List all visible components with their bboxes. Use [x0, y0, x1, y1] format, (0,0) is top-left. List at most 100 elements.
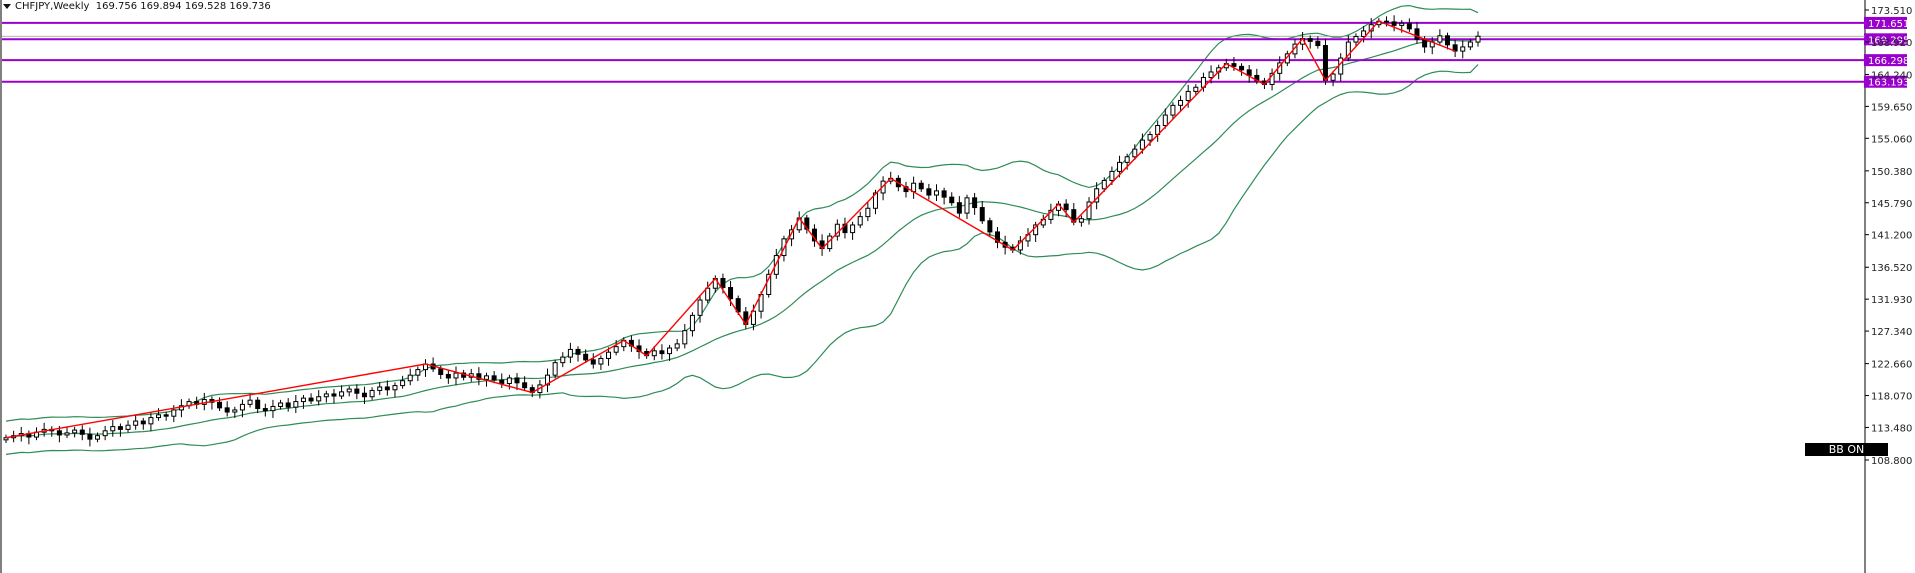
candle-body [331, 393, 337, 397]
candle-body [171, 409, 177, 417]
y-tick-label: 141.200 [1871, 231, 1912, 242]
candle-body [239, 403, 245, 411]
candle-body [1391, 21, 1397, 26]
candle-body [659, 350, 665, 355]
bb-middle-band [5, 38, 1479, 439]
y-tick-label: 150.380 [1871, 167, 1912, 178]
candle-body [354, 388, 360, 394]
candle-body [323, 393, 329, 398]
ohlc-values: 169.756 169.894 169.528 169.736 [95, 1, 271, 12]
candle-body [1338, 57, 1344, 75]
horizontal-level-label: 166.298 [1868, 56, 1909, 67]
candle-body [300, 397, 306, 403]
candle-body [514, 377, 520, 384]
candle-body [667, 347, 673, 355]
candle-body [552, 362, 558, 376]
candle-body [476, 373, 482, 380]
collapse-triangle-icon[interactable] [3, 3, 11, 9]
candle-body [400, 380, 406, 387]
candle-body [1101, 179, 1107, 190]
candle-body [377, 386, 383, 391]
candle-body [1292, 43, 1298, 55]
candle-body [606, 351, 612, 359]
candle-body [262, 408, 268, 412]
candle-body [651, 350, 657, 357]
candle-body [545, 374, 551, 386]
candle-body [1139, 139, 1145, 150]
zigzag-line [5, 20, 1456, 439]
candle-body [163, 414, 169, 417]
candle-body [972, 197, 978, 209]
candle-body [232, 409, 238, 413]
candle-body [1437, 35, 1443, 43]
candle-body [1467, 41, 1473, 48]
horizontal-level-label: 163.193 [1868, 78, 1909, 89]
candle-body [1414, 28, 1420, 40]
horizontal-level-tag [1864, 33, 1907, 46]
candle-body [1345, 41, 1351, 59]
candle-body [1475, 35, 1481, 43]
candle-body [857, 216, 863, 226]
candle-body [987, 220, 993, 233]
candle-body [583, 353, 589, 361]
timeframe-label: Weekly [53, 1, 90, 12]
candle-body [1185, 90, 1191, 101]
candle-body [1048, 209, 1054, 220]
y-tick-label: 136.520 [1871, 263, 1912, 274]
horizontal-levels[interactable]: 171.651 169.295 166.298 163.193 [2, 16, 1909, 89]
candle-body [1132, 148, 1138, 158]
horizontal-level-label: 171.651 [1868, 19, 1909, 30]
candle-body [1269, 72, 1275, 85]
candle-body [1322, 45, 1328, 81]
candle-body [674, 343, 680, 349]
candle-body [979, 207, 985, 222]
candle-body [140, 420, 146, 425]
candle-body [1208, 71, 1214, 79]
candle-body [117, 426, 123, 430]
candle-body [361, 392, 367, 398]
candle-body [415, 369, 421, 376]
y-tick-label: 113.480 [1871, 423, 1912, 434]
candle-body [217, 401, 223, 409]
candle-body [766, 273, 772, 295]
candle-body [270, 405, 276, 412]
candle-body [918, 182, 924, 190]
candle-body [1162, 114, 1168, 127]
y-tick-label: 127.340 [1871, 327, 1912, 338]
candle-body [316, 396, 322, 402]
candle-body [247, 399, 253, 405]
candle-body [1063, 203, 1069, 211]
candle-body [926, 188, 932, 196]
candle-body [613, 346, 619, 353]
horizontal-level-tag [1864, 75, 1907, 88]
candle-body [567, 348, 573, 358]
candle-body [705, 287, 711, 301]
candle-body [1383, 20, 1389, 23]
candle-body [1178, 99, 1184, 106]
y-tick-label: 108.800 [1871, 456, 1912, 467]
candle-body [728, 287, 734, 300]
candle-body [491, 375, 497, 381]
candle-body [949, 196, 955, 204]
candle-body [850, 224, 856, 234]
candles [3, 15, 1481, 447]
candle-body [1330, 73, 1336, 81]
y-tick-label: 122.660 [1871, 360, 1912, 371]
candle-body [224, 407, 230, 413]
candle-body [453, 372, 459, 379]
chart-header: CHFJPY,Weekly 169.756 169.894 169.528 16… [3, 1, 271, 12]
candle-body [1124, 156, 1130, 163]
bb-toggle-badge[interactable]: BB ON [1805, 443, 1888, 456]
price-axis: 173.510 168.920 164.240 159.650 155.060 150.3… [1865, 6, 1912, 467]
candle-body [384, 386, 390, 391]
y-tick-label: 164.240 [1871, 70, 1912, 81]
candle-body [1231, 63, 1237, 67]
y-tick-label: 168.920 [1871, 38, 1912, 49]
candle-body [56, 430, 62, 436]
candle-body [560, 356, 566, 364]
candle-body [598, 357, 604, 365]
candle-body [438, 368, 444, 375]
candle-body [720, 277, 726, 289]
horizontal-level-tag [1864, 16, 1907, 29]
